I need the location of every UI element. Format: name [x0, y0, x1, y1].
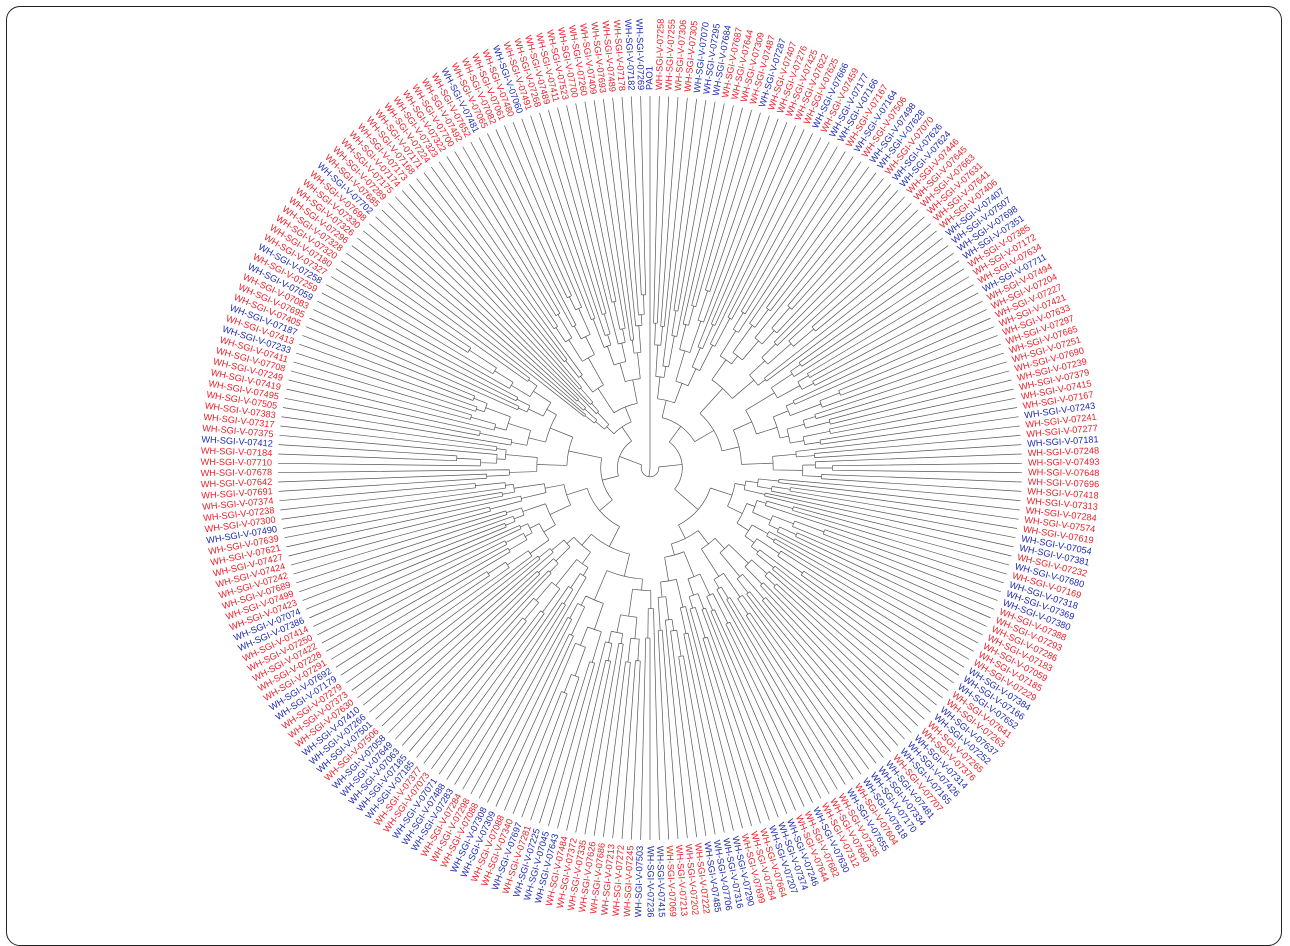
tree-branches — [278, 96, 1022, 840]
leaf-label: WH-SGI-V-07710 — [200, 457, 272, 468]
leaf-label: WH-SGI-V-07182 — [623, 19, 637, 91]
leaf-label: WH-SGI-V-07691 — [201, 486, 273, 500]
leaf-label: WH-SGI-V-07236 — [646, 846, 656, 917]
leaf-label: WH-SGI-V-07255 — [663, 19, 677, 91]
leaf-label: WH-SGI-V-07069 — [665, 845, 679, 917]
leaf-label: WH-SGI-V-07648 — [1028, 467, 1100, 478]
leaf-label: WH-SGI-V-07245 — [622, 845, 636, 917]
leaf-label: WH-SGI-V-07642 — [201, 477, 273, 490]
leaf-label: WH-SGI-V-07412 — [201, 434, 273, 448]
leaf-label: WH-SGI-V-07678 — [200, 467, 272, 478]
leaf-label: WH-SGI-V-07248 — [1028, 445, 1100, 458]
leaf-label: WH-SGI-V-07258 — [654, 19, 666, 91]
leaf-label: WH-SGI-V-07418 — [1027, 486, 1099, 500]
figure-frame — [6, 6, 1282, 946]
leaf-label: WH-SGI-V-07269 — [634, 19, 646, 91]
leaf-label: PAO1 — [644, 66, 654, 90]
leaf-label: WH-SGI-V-07503 — [633, 846, 645, 918]
leaf-label: WH-SGI-V-07181 — [1027, 434, 1099, 448]
leaf-label: WH-SGI-V-07184 — [201, 445, 273, 458]
leaf-label: WH-SGI-V-07493 — [1028, 457, 1100, 468]
tree-branch-path — [278, 96, 1022, 840]
leaf-label: WH-SGI-V-07415 — [655, 846, 667, 918]
leaf-label: WH-SGI-V-07696 — [1028, 477, 1100, 490]
